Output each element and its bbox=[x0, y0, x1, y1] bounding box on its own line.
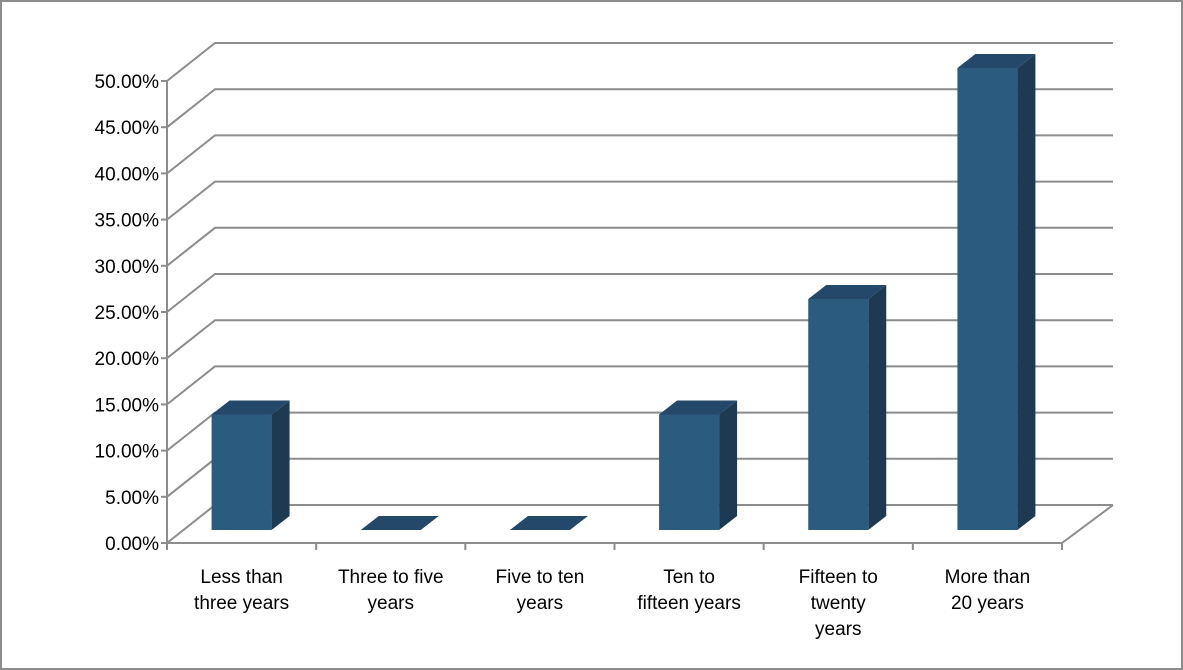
x-category-label: Fifteen to twenty years bbox=[799, 567, 878, 640]
x-category-label: More than 20 years bbox=[945, 567, 1031, 614]
bar-top bbox=[957, 54, 1036, 68]
y-tick-label: 50.00% bbox=[95, 72, 160, 93]
y-tick-label: 25.00% bbox=[95, 303, 160, 324]
bar-top bbox=[808, 285, 887, 299]
gridline bbox=[166, 88, 1113, 128]
bar bbox=[509, 516, 588, 530]
floor-edge bbox=[1061, 504, 1114, 544]
y-tick-label: 0.00% bbox=[105, 534, 159, 555]
y-tick-label: 30.00% bbox=[95, 257, 160, 278]
x-axis-category-labels: Less than three years Three to five years Fi… bbox=[194, 567, 1030, 640]
x-category-label: Five to ten years bbox=[496, 567, 585, 614]
bar-front bbox=[808, 299, 869, 530]
gridline bbox=[166, 226, 1113, 267]
axes bbox=[161, 80, 1063, 550]
bar bbox=[211, 400, 290, 530]
bar-front bbox=[957, 68, 1018, 530]
x-category-label: Less than three years bbox=[194, 567, 289, 614]
x-category-label: Ten to fifteen years bbox=[637, 567, 741, 614]
bar bbox=[360, 516, 439, 530]
y-tick-label: 40.00% bbox=[95, 164, 160, 185]
bars bbox=[211, 54, 1036, 530]
bar-top bbox=[659, 400, 738, 415]
bar-side bbox=[868, 285, 887, 530]
bar-top bbox=[211, 400, 290, 415]
gridline bbox=[166, 42, 1113, 82]
bar bbox=[957, 54, 1036, 530]
bar-side bbox=[1017, 54, 1036, 530]
bar-side bbox=[719, 400, 738, 530]
y-tick-label: 10.00% bbox=[95, 442, 160, 463]
bar-top bbox=[509, 516, 588, 530]
y-tick-label: 15.00% bbox=[95, 395, 160, 416]
chart-walls bbox=[1061, 504, 1114, 544]
y-tick-label: 20.00% bbox=[95, 349, 160, 370]
y-tick-label: 5.00% bbox=[105, 488, 159, 509]
bar bbox=[808, 285, 887, 530]
bar-front bbox=[211, 414, 272, 530]
y-tick-label: 45.00% bbox=[95, 118, 160, 139]
y-tick-label: 35.00% bbox=[95, 211, 160, 232]
bar bbox=[659, 400, 738, 530]
y-axis-tick-labels: 0.00% 5.00% 10.00% 15.00% 20.00% 25.00% 30.00%… bbox=[95, 72, 160, 555]
bar-front bbox=[659, 414, 720, 530]
bar-side bbox=[271, 400, 290, 530]
bar-top bbox=[360, 516, 439, 530]
gridline bbox=[166, 134, 1113, 175]
gridline bbox=[166, 180, 1113, 221]
x-category-label: Three to five years bbox=[338, 567, 444, 614]
gridline bbox=[166, 273, 1113, 313]
